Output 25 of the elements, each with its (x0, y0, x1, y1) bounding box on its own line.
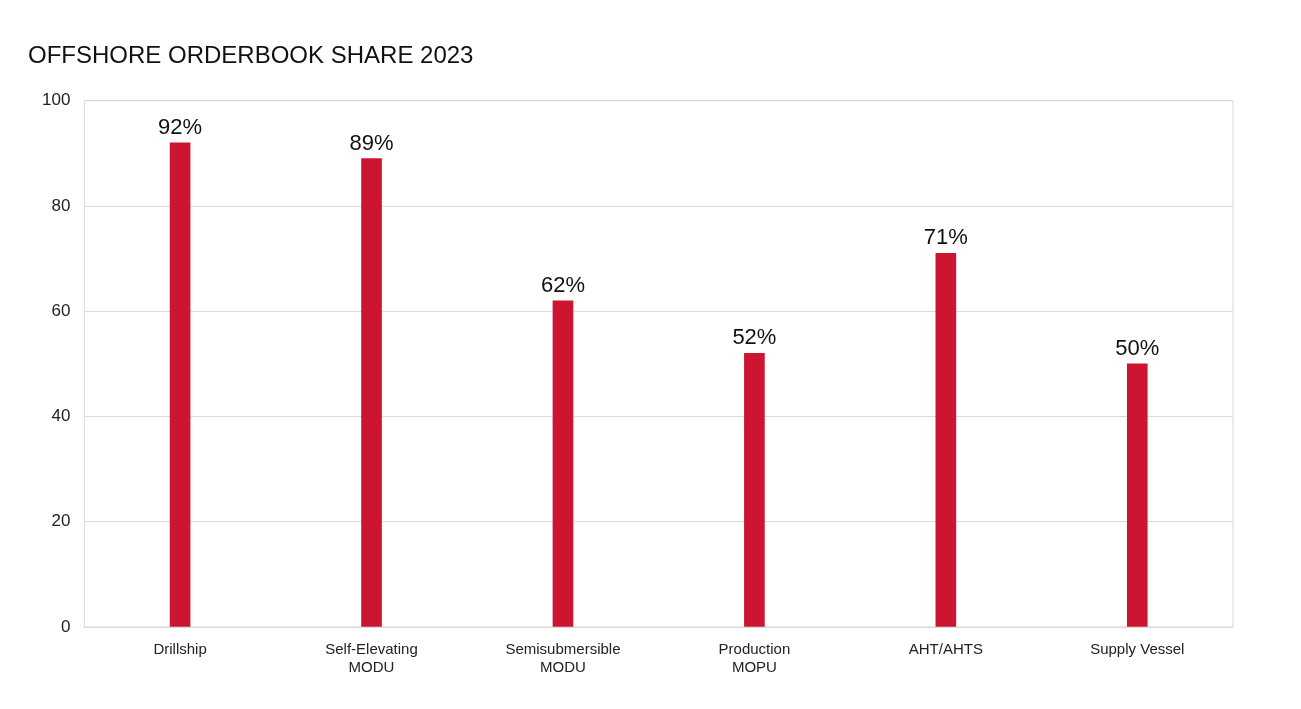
bar (744, 353, 765, 627)
bar (169, 142, 191, 627)
y-tick-label: 20 (51, 511, 71, 531)
data-label: 62% (540, 271, 585, 297)
y-tick-label: 100 (41, 90, 71, 110)
bar (935, 253, 957, 627)
x-tick-label: Drillship (153, 640, 207, 658)
bar (361, 158, 382, 627)
data-label: 50% (1115, 334, 1160, 360)
data-label: 52% (732, 324, 777, 350)
data-label: 92% (158, 113, 203, 139)
x-tick-label: AHT/AHTS (908, 640, 983, 658)
data-label: 71% (923, 224, 968, 250)
y-tick-label: 0 (60, 616, 71, 636)
bar (552, 300, 574, 627)
x-tick-label: Semisubmersible MODU (505, 640, 621, 676)
x-tick-label: Production MOPU (718, 640, 791, 676)
y-tick-label: 40 (51, 406, 71, 426)
y-tick-label: 60 (51, 300, 71, 320)
data-label: 89% (349, 129, 394, 155)
chart-title: OFFSHORE ORDERBOOK SHARE 2023 (28, 41, 474, 69)
bar (1126, 363, 1148, 627)
x-tick-label: Supply Vessel (1090, 640, 1185, 658)
y-tick-label: 80 (51, 195, 71, 215)
x-tick-label: Self-Elevating MODU (325, 640, 418, 676)
